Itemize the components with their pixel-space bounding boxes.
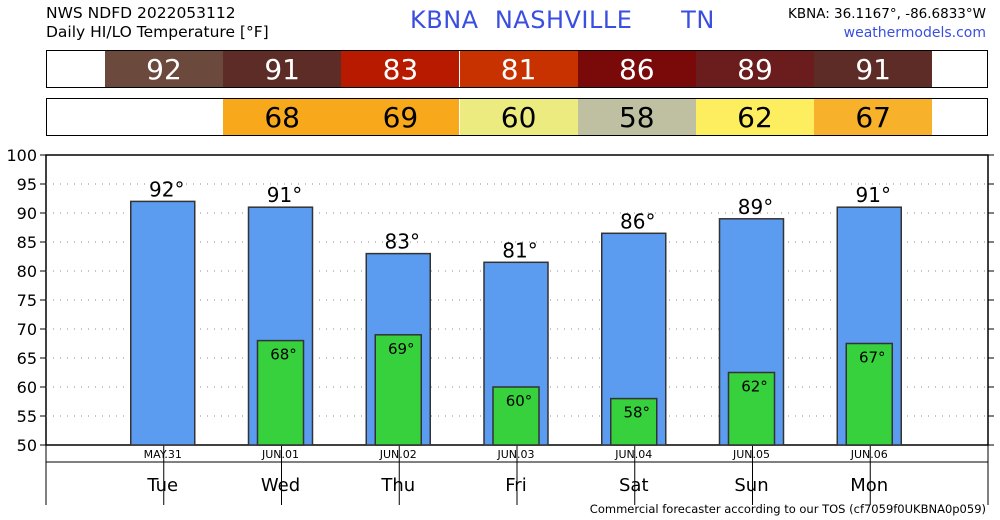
coords-label: KBNA: 36.1167°, -86.6833°W — [787, 6, 986, 22]
product-label: Daily HI/LO Temperature [°F] — [46, 23, 269, 41]
date-label: MAY.31 — [144, 448, 182, 461]
low-temp-bar — [492, 386, 540, 446]
high-temp-label: 92° — [149, 177, 184, 201]
y-tick-label: 60 — [17, 378, 37, 397]
high-temp-cell: 91 — [814, 51, 933, 87]
high-temp-cell: 83 — [341, 51, 460, 87]
low-temp-bar — [256, 339, 305, 446]
y-tick-label: 100 — [6, 146, 37, 165]
date-label: JUN.02 — [379, 448, 417, 461]
high-temp-cell: 92 — [105, 51, 223, 87]
high-temp-cell: 81 — [459, 51, 578, 87]
day-label: Tue — [146, 475, 178, 496]
high-temp-label: 86° — [620, 209, 655, 233]
low-temp-cell: 67 — [814, 99, 933, 135]
low-temp-label: 67° — [859, 349, 886, 367]
footer-note: Commercial forecaster according to our T… — [589, 502, 986, 516]
low-temp-strip: 68 69 60 58 62 67 — [46, 98, 988, 136]
low-temp-cell: 60 — [459, 99, 578, 135]
model-run-label: NWS NDFD 2022053112 — [46, 4, 236, 22]
low-temp-cell: 68 — [223, 99, 342, 135]
day-label: Mon — [850, 475, 888, 496]
y-tick-label: 80 — [17, 262, 37, 281]
low-temp-label: 60° — [506, 392, 533, 410]
date-label: JUN.04 — [614, 448, 652, 461]
low-temp-label: 58° — [623, 404, 650, 422]
y-tick-label: 90 — [17, 204, 37, 223]
low-temp-label: 62° — [741, 378, 768, 396]
date-label: JUN.03 — [496, 448, 534, 461]
high-temp-label: 91° — [267, 183, 302, 207]
station-title: KBNA NASHVILLE TN — [410, 6, 715, 34]
header-right: KBNA: 36.1167°, -86.6833°W weathermodels… — [788, 5, 986, 43]
low-temp-bar — [727, 371, 776, 446]
site-link[interactable]: weathermodels.com — [843, 25, 986, 41]
header-left: NWS NDFD 2022053112 Daily HI/LO Temperat… — [46, 4, 269, 42]
y-tick-label: 50 — [17, 436, 37, 455]
day-label: Sun — [734, 475, 768, 496]
date-label: JUN.05 — [732, 448, 770, 461]
y-tick-label: 85 — [17, 233, 37, 252]
y-tick-label: 55 — [17, 407, 37, 426]
day-label: Fri — [505, 475, 526, 496]
date-label: JUN.01 — [261, 448, 299, 461]
y-tick-label: 65 — [17, 349, 37, 368]
date-label: JUN.06 — [850, 448, 888, 461]
low-temp-bar — [610, 397, 658, 446]
low-temp-bar — [374, 334, 422, 446]
day-label: Wed — [261, 475, 300, 496]
low-temp-label: 68° — [270, 346, 297, 364]
low-temp-cell: 62 — [696, 99, 814, 135]
high-temp-bar — [130, 200, 196, 446]
y-tick-label: 95 — [17, 175, 37, 194]
high-temp-strip: 92 91 83 81 86 89 91 — [46, 50, 988, 88]
high-temp-cell: 86 — [577, 51, 696, 87]
low-temp-cell: 69 — [341, 99, 460, 135]
high-temp-label: 83° — [385, 230, 420, 254]
y-tick-label: 70 — [17, 320, 37, 339]
high-temp-cell: 91 — [223, 51, 342, 87]
high-temp-label: 91° — [856, 183, 891, 207]
day-label: Thu — [380, 475, 415, 496]
day-label: Sat — [619, 475, 649, 496]
y-tick-label: 75 — [17, 291, 37, 310]
low-temp-bar — [845, 342, 893, 446]
high-temp-cell: 89 — [696, 51, 814, 87]
high-temp-label: 81° — [502, 238, 537, 262]
high-temp-label: 89° — [738, 195, 773, 219]
low-temp-label: 69° — [388, 340, 415, 358]
low-temp-cell: 58 — [577, 99, 696, 135]
